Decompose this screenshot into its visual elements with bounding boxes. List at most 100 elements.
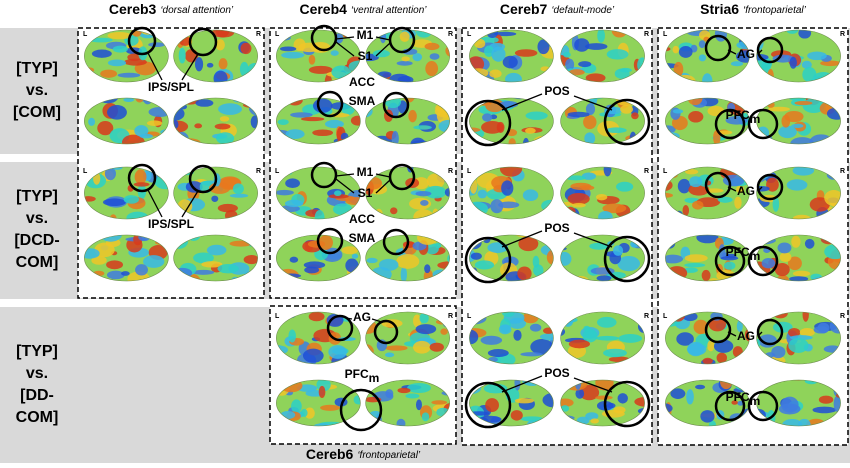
brain-blob xyxy=(485,398,499,413)
hemisphere-label: L xyxy=(275,168,280,175)
leader-line xyxy=(375,42,391,57)
brain-blob xyxy=(619,67,632,73)
text-part: ‘ventral attention’ xyxy=(351,5,427,16)
brain-outline xyxy=(276,29,361,83)
brain-blob xyxy=(195,99,214,107)
brain-blob xyxy=(723,261,736,270)
brain-blob xyxy=(736,320,743,332)
brain-blob xyxy=(431,400,448,405)
brain-blob xyxy=(684,254,708,263)
brain-blob xyxy=(477,189,488,199)
brain-blob xyxy=(833,395,841,412)
brain-blob xyxy=(589,242,609,250)
brain-blob xyxy=(123,195,140,204)
row-label: [COM] xyxy=(13,104,61,121)
brain-outline xyxy=(173,166,258,220)
roi-circle xyxy=(756,173,784,201)
brain-blob xyxy=(533,264,544,277)
region-label: AG xyxy=(737,184,755,198)
brain-blob xyxy=(686,389,694,405)
brain-blob xyxy=(781,114,791,128)
brain-blob xyxy=(307,240,326,248)
brain-blob xyxy=(217,264,239,274)
brain-blob xyxy=(786,179,808,191)
brain-blob xyxy=(218,58,228,70)
brain-blob xyxy=(384,352,395,358)
brain-blob xyxy=(112,45,128,53)
row-label: [DCD- xyxy=(14,232,59,249)
brain-blob xyxy=(312,98,333,113)
brain-blob xyxy=(328,345,347,359)
brain-blob xyxy=(490,199,504,214)
text-part: m xyxy=(369,371,380,385)
brain-outline xyxy=(469,166,554,220)
brain-blob xyxy=(410,137,426,144)
row-label: vs. xyxy=(26,365,48,382)
brain-blob xyxy=(791,235,801,248)
brain-blob xyxy=(211,195,219,202)
panel xyxy=(461,27,653,446)
brain-blob xyxy=(143,255,165,268)
leader-line xyxy=(727,49,737,55)
brain-blob xyxy=(284,199,304,208)
region-label: ACC xyxy=(349,212,375,226)
leader-line xyxy=(375,179,391,194)
brain-blob xyxy=(565,175,586,181)
roi-circle xyxy=(464,381,512,429)
brain-blob xyxy=(683,267,698,273)
brain-outline xyxy=(276,379,361,427)
brain-blob xyxy=(797,418,811,426)
brain-blob xyxy=(735,185,745,194)
brain-blob xyxy=(106,270,125,280)
brain-outline xyxy=(560,311,645,365)
brain-blob xyxy=(597,30,605,43)
brain-blob xyxy=(731,400,738,405)
hemisphere-label: L xyxy=(83,31,88,38)
roi-circle xyxy=(188,164,218,194)
hemisphere-label: R xyxy=(840,168,845,175)
brain-blob xyxy=(124,58,147,66)
roi-circle xyxy=(188,27,218,57)
brain-blob xyxy=(219,116,230,122)
leader-line xyxy=(371,318,383,323)
brain xyxy=(756,235,841,281)
brain-blob xyxy=(218,103,242,115)
brain-blob xyxy=(702,357,713,364)
hemisphere-label: L xyxy=(663,168,668,175)
brain-outline xyxy=(665,29,750,83)
brain-blob xyxy=(560,251,572,266)
hemisphere-label: L xyxy=(663,31,668,38)
brain-blob xyxy=(424,185,447,199)
leader-line xyxy=(335,41,355,57)
brain xyxy=(84,235,169,281)
brain-outline xyxy=(756,166,841,220)
brain-outline xyxy=(756,97,841,145)
brain-blob xyxy=(396,418,406,426)
brain-blob xyxy=(444,187,450,197)
brain-blob xyxy=(692,200,704,210)
brain-blob xyxy=(595,395,613,400)
brain-blob xyxy=(276,189,294,196)
brain-blob xyxy=(579,384,600,401)
brain-outline xyxy=(84,166,169,220)
leader-line xyxy=(757,186,763,192)
brain-blob xyxy=(350,115,361,126)
brain-blob xyxy=(91,255,107,265)
brain-blob xyxy=(390,207,398,215)
brain-blob xyxy=(665,192,673,198)
brain-blob xyxy=(585,43,608,50)
brain-blob xyxy=(672,109,684,114)
brain-blob xyxy=(97,121,114,136)
brain-blob xyxy=(288,329,296,343)
brain xyxy=(365,380,450,426)
roi-circle xyxy=(756,318,784,346)
leader-line xyxy=(375,36,391,41)
brain-blob xyxy=(308,54,316,65)
brain-blob xyxy=(412,314,422,328)
roi-circle xyxy=(464,99,512,147)
roi-circle xyxy=(127,163,157,193)
leader-line xyxy=(501,93,543,111)
brain xyxy=(365,312,450,364)
hemisphere-label: L xyxy=(467,168,472,175)
brain-outline xyxy=(173,97,258,145)
